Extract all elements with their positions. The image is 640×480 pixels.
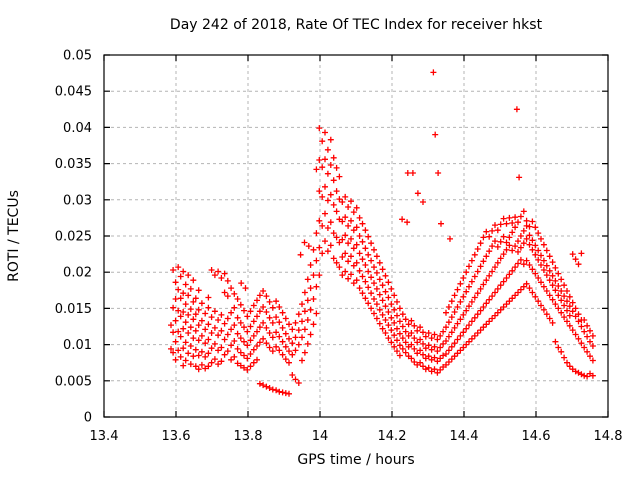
svg-text:13.6: 13.6: [162, 429, 191, 444]
svg-text:0.035: 0.035: [55, 157, 92, 172]
svg-text:14: 14: [312, 429, 329, 444]
x-axis-label: GPS time / hours: [297, 452, 415, 468]
svg-text:14.6: 14.6: [522, 429, 551, 444]
chart-title: Day 242 of 2018, Rate Of TEC Index for r…: [169, 17, 543, 33]
svg-text:14.8: 14.8: [594, 429, 623, 444]
svg-text:0.01: 0.01: [63, 338, 92, 353]
svg-text:0: 0: [84, 411, 92, 426]
svg-text:0.005: 0.005: [55, 374, 92, 389]
grid-lines: [105, 56, 607, 416]
svg-text:13.4: 13.4: [90, 429, 119, 444]
axis-ticks: [103, 54, 609, 418]
svg-text:0.05: 0.05: [63, 49, 92, 64]
svg-text:13.8: 13.8: [234, 429, 263, 444]
svg-text:0.045: 0.045: [55, 85, 92, 100]
svg-text:0.025: 0.025: [55, 230, 92, 245]
data-points: [168, 69, 596, 397]
svg-text:0.02: 0.02: [63, 266, 92, 281]
svg-text:0.015: 0.015: [55, 302, 92, 317]
svg-text:14.2: 14.2: [378, 429, 407, 444]
svg-text:0.04: 0.04: [63, 121, 92, 136]
svg-text:0.03: 0.03: [63, 193, 92, 208]
tick-labels: 13.4 13.6 13.8 14 14.2 14.4 14.6 14.8 0 0.005 0.01…: [55, 49, 623, 445]
axis-frame: [103, 54, 609, 418]
svg-text:14.4: 14.4: [450, 429, 479, 444]
